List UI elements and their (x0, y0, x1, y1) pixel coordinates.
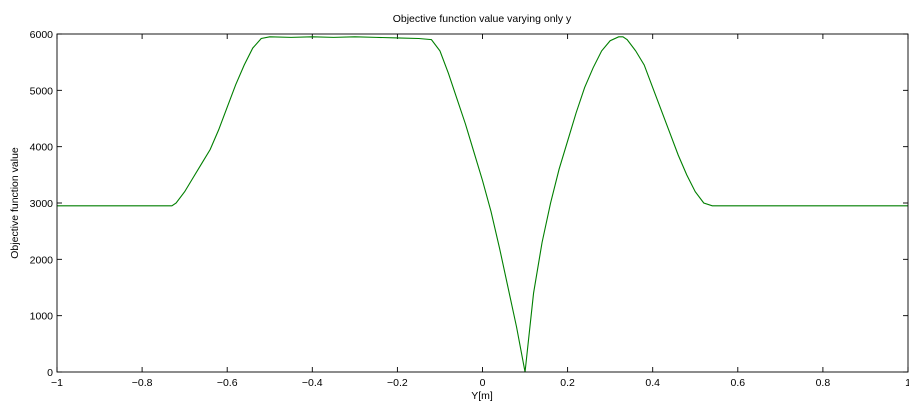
series-line (57, 36, 908, 373)
x-axis-label: Y[m] (471, 390, 493, 402)
x-tick-label: 0 (480, 377, 486, 389)
x-tick-labels: −1 −0.8 −0.6 −0.4 −0.2 0 0.2 0.4 0.6 0.8 1 (51, 377, 909, 389)
y-tick-label: 2000 (30, 254, 54, 266)
x-tick-label: −0.8 (132, 377, 153, 389)
x-tick-label: −0.2 (387, 377, 408, 389)
axes-box (56, 33, 909, 373)
y-tick-labels: 0 1000 2000 3000 4000 5000 6000 (30, 29, 54, 379)
y-tick-label: 4000 (30, 142, 54, 154)
x-tick-label: −0.4 (302, 377, 323, 389)
y-tick-label: 1000 (30, 311, 54, 323)
y-tick-label: 0 (47, 367, 53, 379)
x-tick-label: 0.8 (816, 377, 831, 389)
tick-marks (56, 33, 909, 373)
x-tick-label: −0.6 (217, 377, 238, 389)
x-tick-label: 1 (905, 377, 909, 389)
x-tick-label: 0.2 (560, 377, 575, 389)
y-axis-label: Objective function value (9, 147, 21, 259)
x-tick-label: 0.6 (730, 377, 745, 389)
y-tick-label: 3000 (30, 198, 54, 210)
x-tick-label: −1 (51, 377, 63, 389)
x-tick-label: 0.4 (645, 377, 660, 389)
chart-title: Objective function value varying only y (393, 13, 572, 25)
y-tick-label: 6000 (30, 29, 54, 41)
y-tick-label: 5000 (30, 85, 54, 97)
